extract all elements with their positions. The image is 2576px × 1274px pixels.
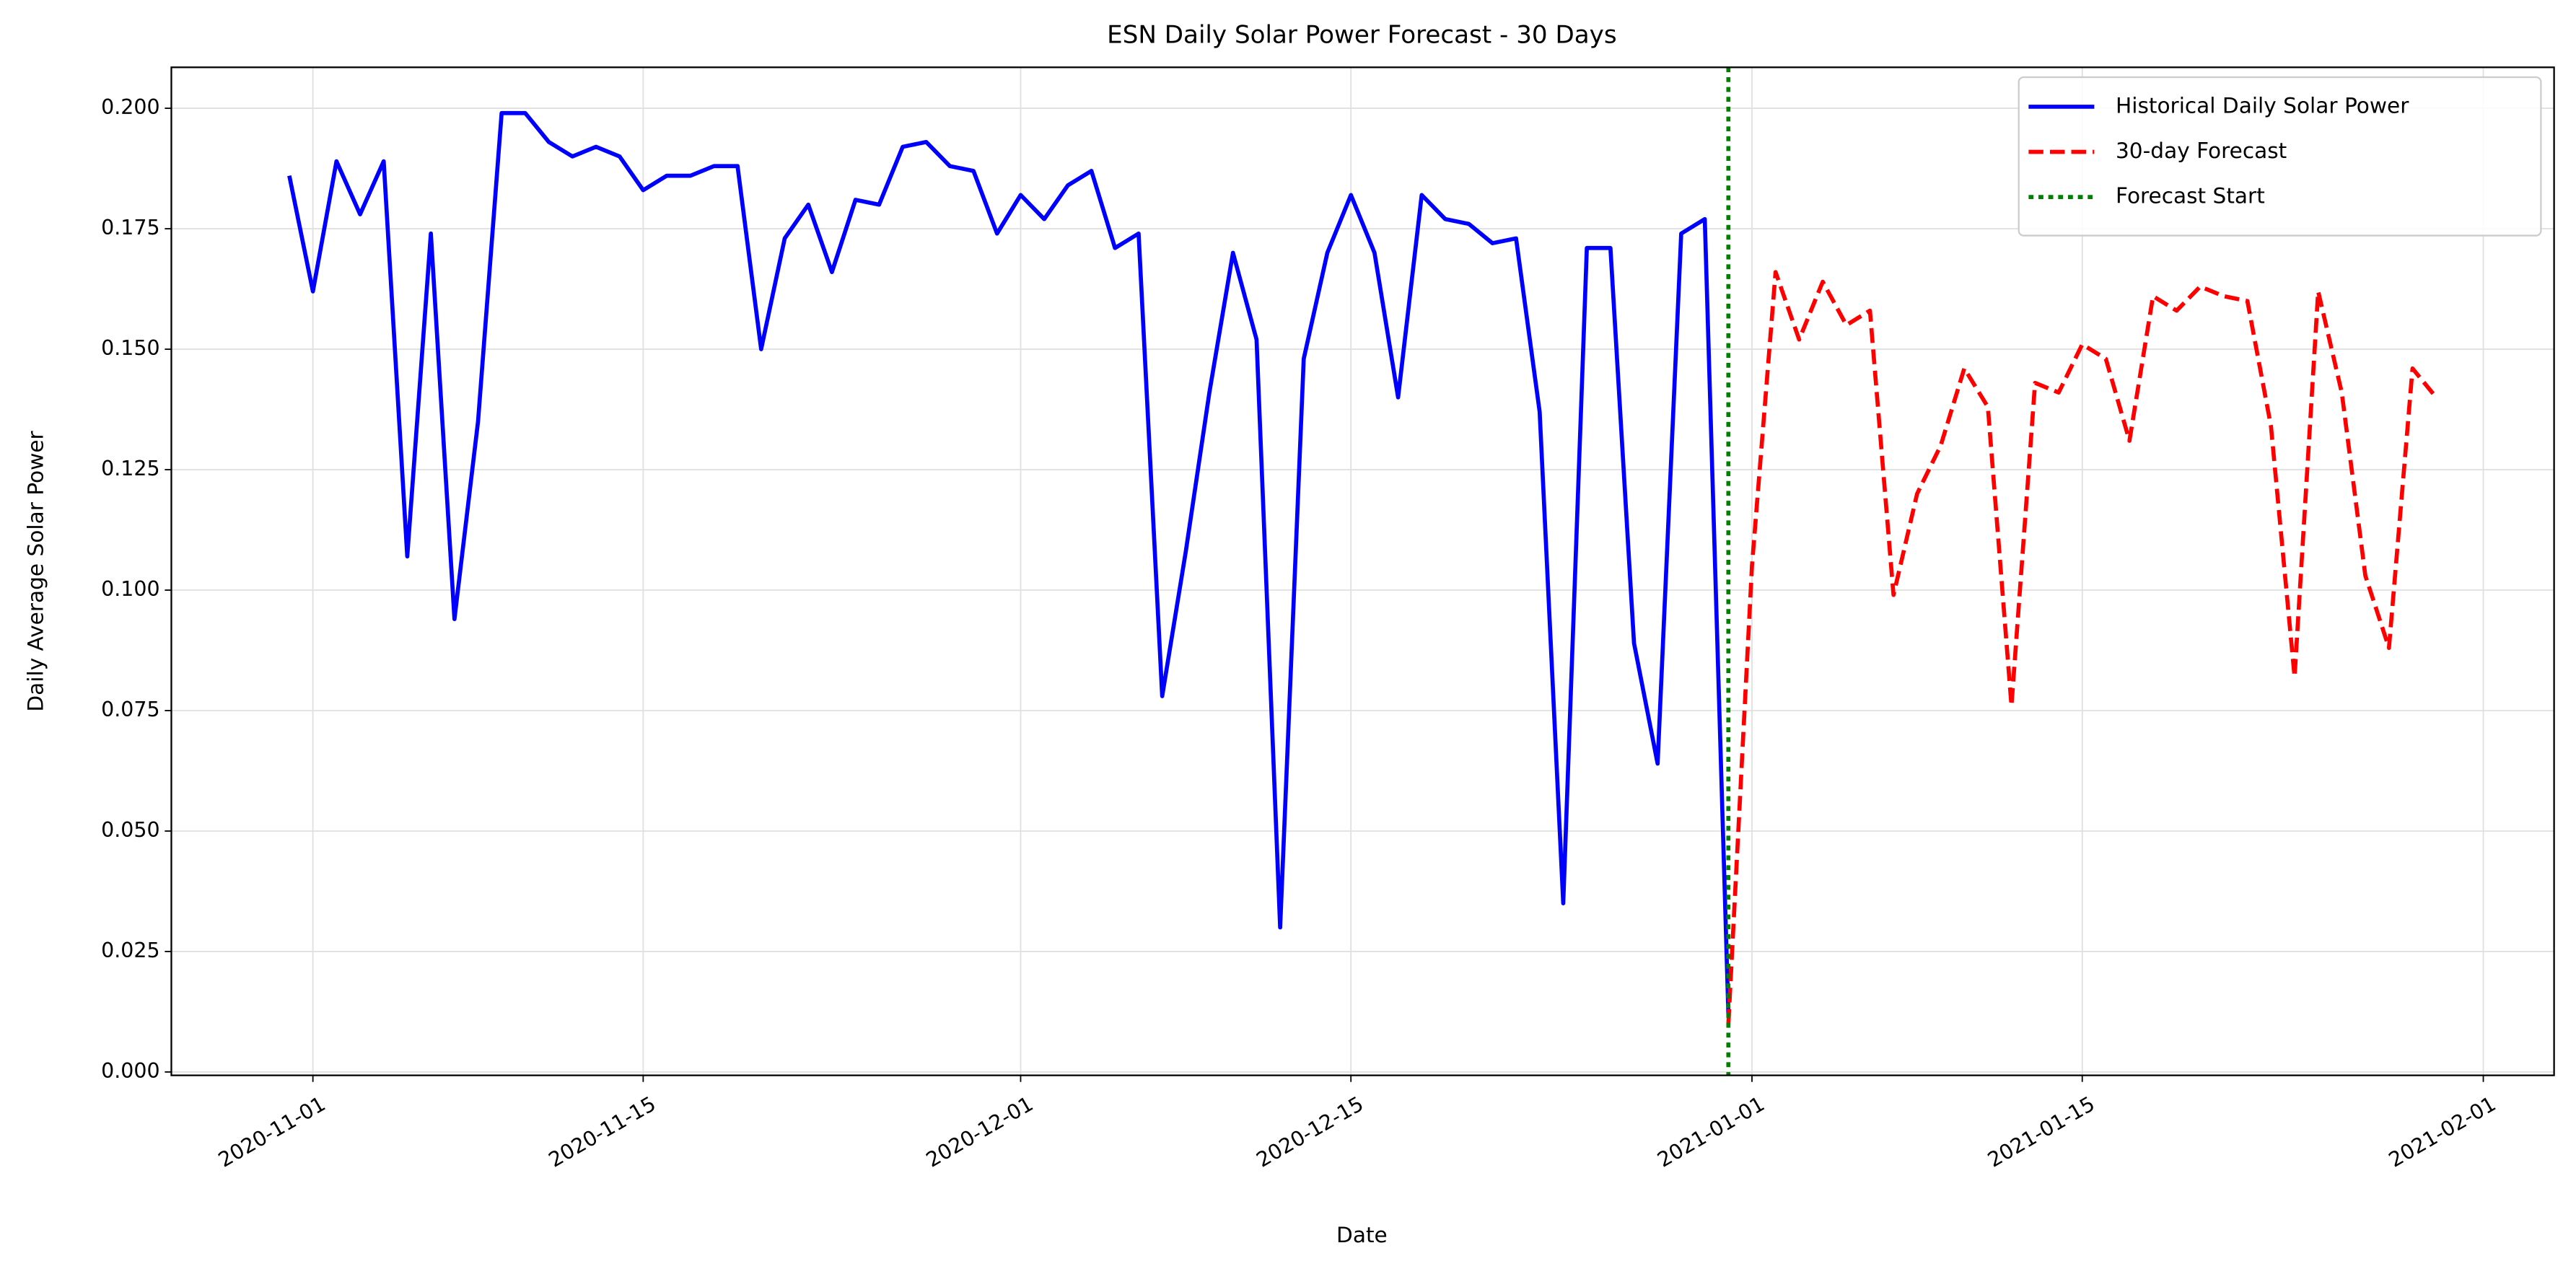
y-tick-label: 0.125 bbox=[101, 457, 159, 480]
legend-label: Forecast Start bbox=[2116, 184, 2265, 208]
y-tick-label: 0.025 bbox=[101, 939, 159, 962]
y-tick-label: 0.150 bbox=[101, 336, 159, 360]
y-tick-label: 0.100 bbox=[101, 577, 159, 601]
legend-box bbox=[2018, 76, 2542, 237]
y-axis-label: Daily Average Solar Power bbox=[23, 430, 48, 711]
y-tick-label: 0.075 bbox=[101, 698, 159, 721]
y-tick-label: 0.000 bbox=[101, 1059, 159, 1083]
legend-label: 30-day Forecast bbox=[2116, 139, 2287, 163]
y-tick-label: 0.175 bbox=[101, 216, 159, 240]
x-axis-label: Date bbox=[1336, 1223, 1388, 1247]
axes-frame bbox=[170, 66, 2555, 1076]
chart-title: ESN Daily Solar Power Forecast - 30 Days bbox=[1107, 21, 1616, 50]
y-tick-label: 0.200 bbox=[101, 95, 159, 119]
legend-label: Historical Daily Solar Power bbox=[2116, 93, 2409, 118]
y-tick-label: 0.050 bbox=[101, 818, 159, 842]
series-line bbox=[287, 110, 1731, 1014]
